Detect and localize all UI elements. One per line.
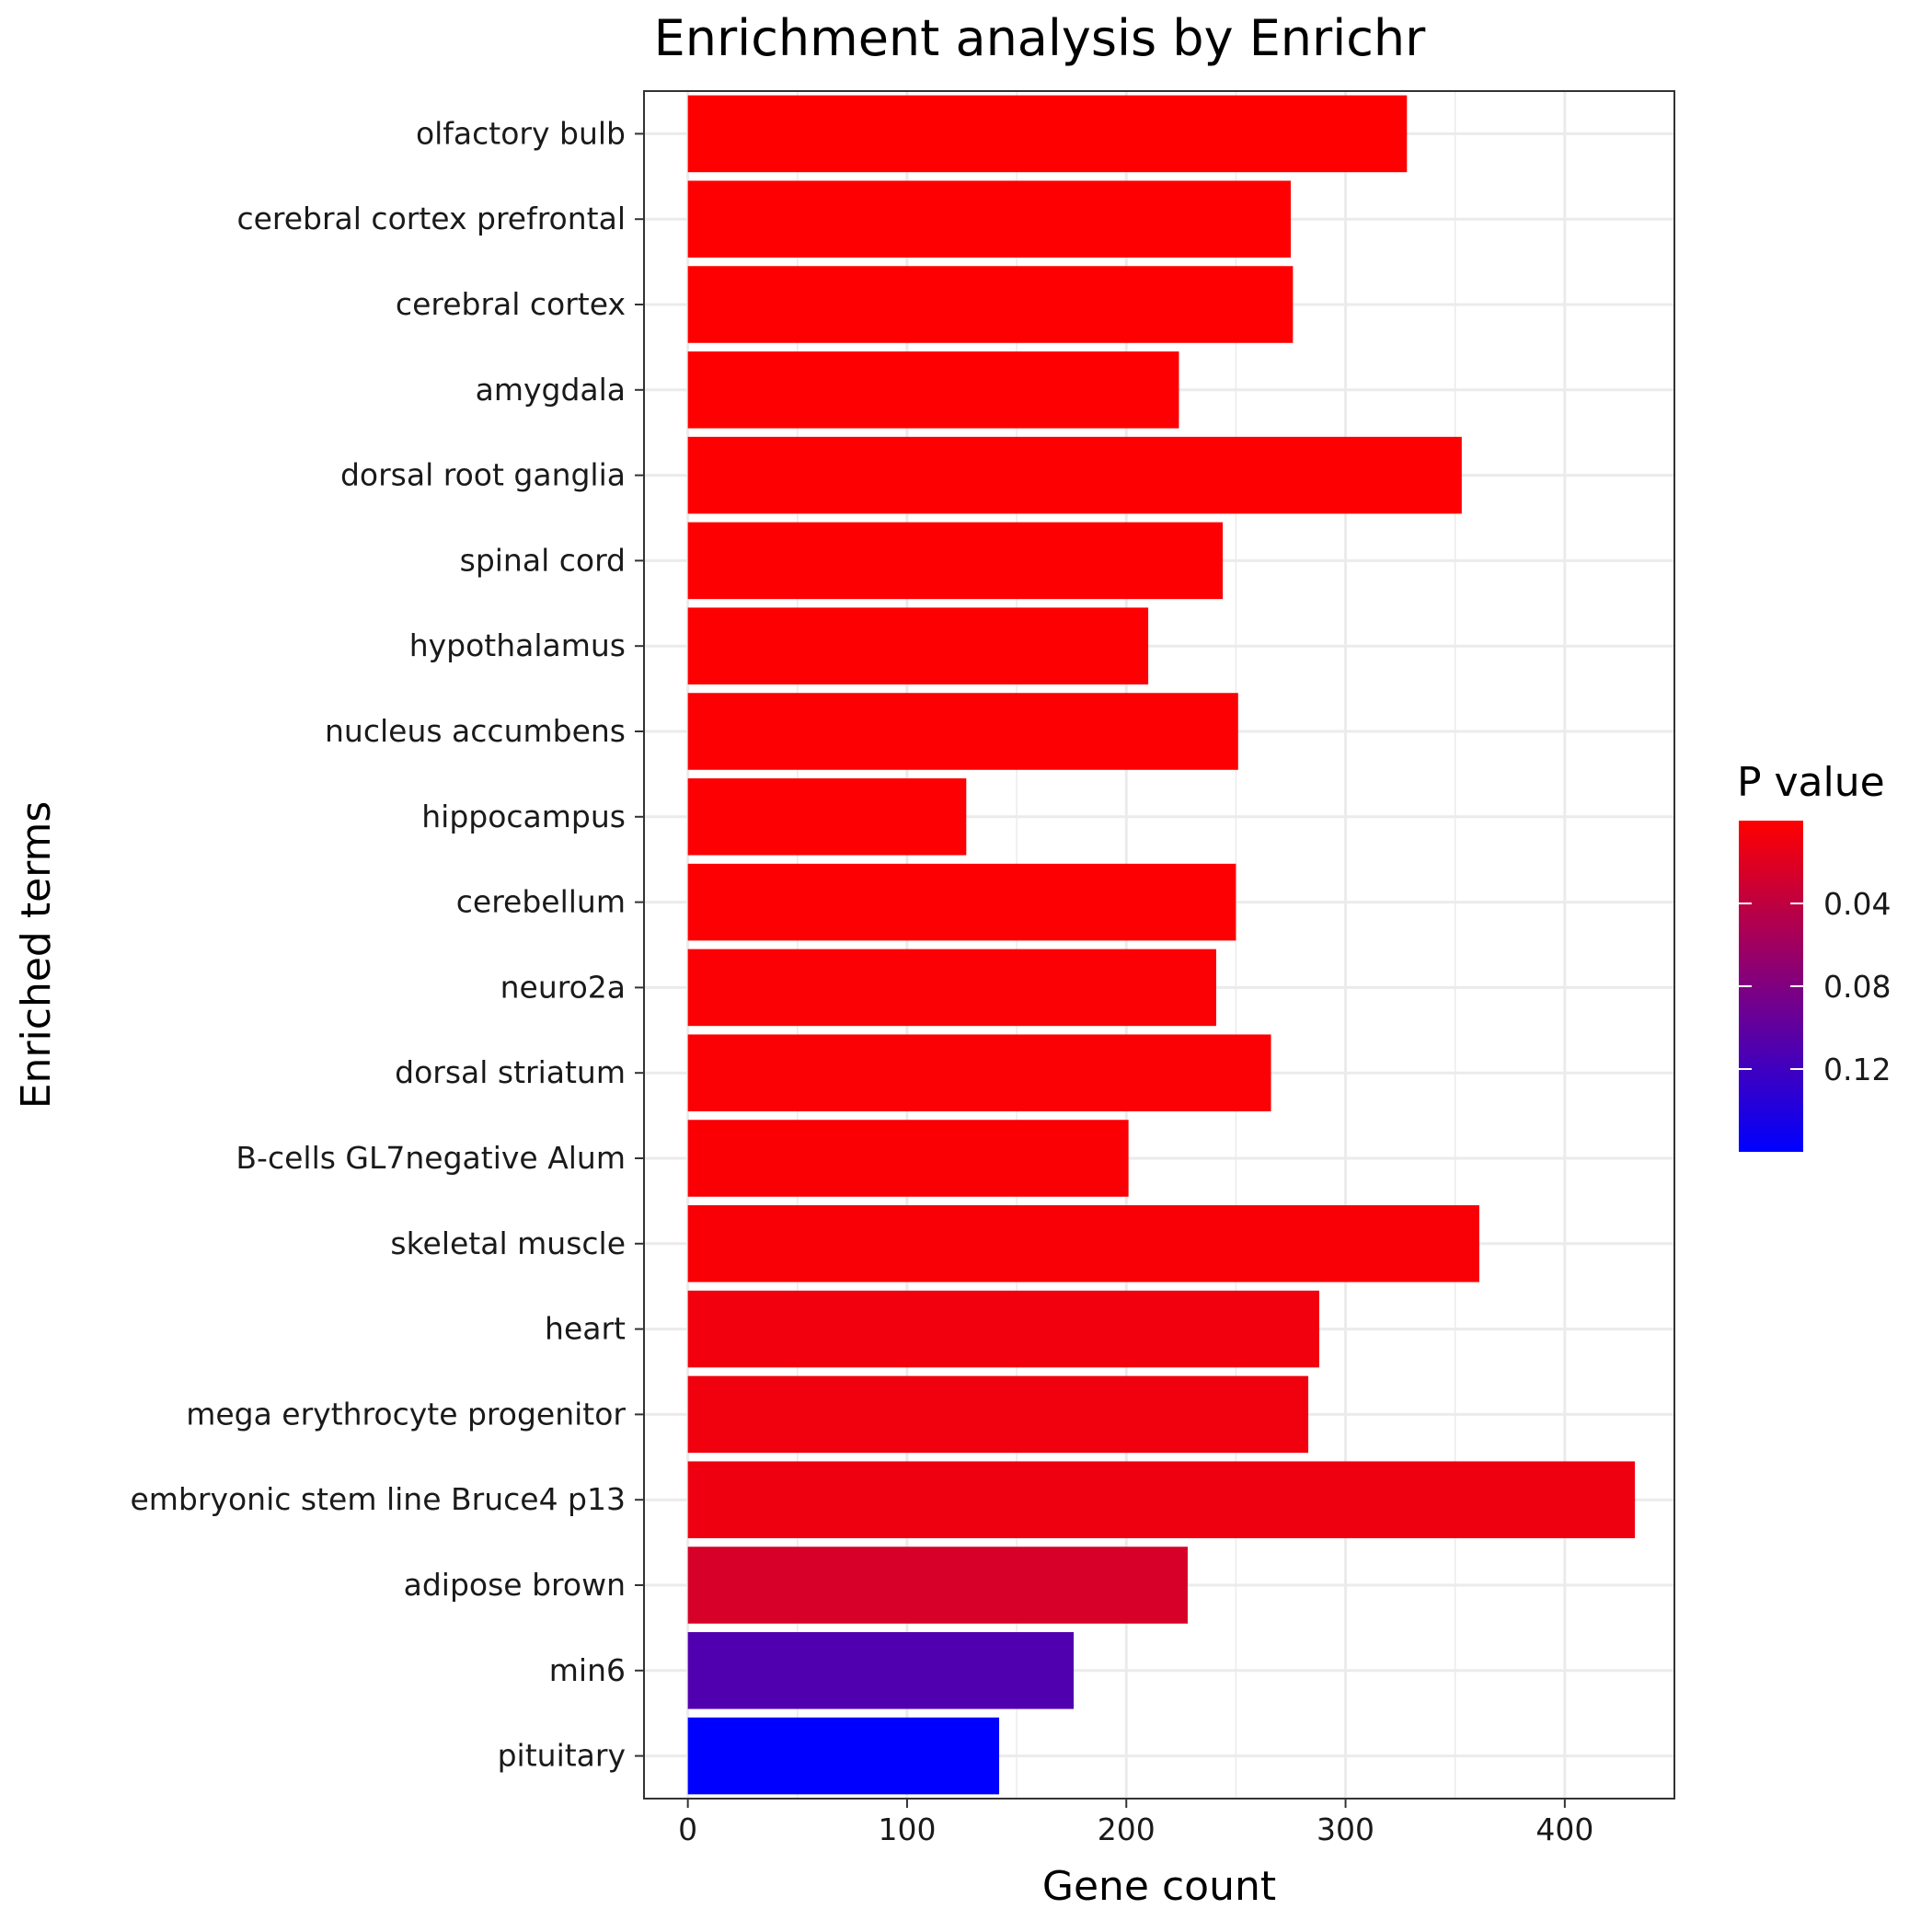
bar [687, 1290, 1319, 1368]
y-tick-label: spinal cord [460, 542, 626, 578]
bars [687, 95, 1636, 1795]
bar [687, 1375, 1309, 1454]
y-tick-label: B-cells GL7negative Alum [236, 1140, 626, 1176]
x-axis: 0 100 200 300 400 [678, 1799, 1593, 1847]
y-tick-label: mega erythrocyte progenitor [186, 1396, 626, 1432]
bar [687, 436, 1462, 514]
legend-tick-label: 0.08 [1823, 969, 1891, 1005]
y-axis: olfactory bulb cerebral cortex prefrontal… [130, 115, 644, 1774]
bar [687, 607, 1149, 684]
x-tick-label: 300 [1317, 1811, 1374, 1847]
chart-title: Enrichment analysis by Enrichr [654, 9, 1427, 67]
bar [687, 778, 967, 856]
y-tick-label: dorsal root ganglia [340, 457, 626, 493]
color-legend: P value 0.04 0.08 0.12 [1737, 759, 1891, 1152]
y-tick-label: hippocampus [421, 799, 626, 834]
y-tick-label: nucleus accumbens [325, 713, 626, 749]
y-tick-label: cerebral cortex [396, 286, 626, 322]
y-tick-label: adipose brown [404, 1567, 626, 1603]
y-tick-label: olfactory bulb [416, 115, 626, 151]
plot-border [643, 90, 1675, 1800]
legend-tick-label: 0.12 [1823, 1052, 1891, 1087]
y-axis-title: Enriched terms [13, 801, 60, 1110]
x-tick-label: 200 [1098, 1811, 1156, 1847]
bar [687, 522, 1224, 600]
y-tick-label: pituitary [498, 1738, 626, 1774]
bar [687, 1205, 1479, 1282]
y-tick-label: cerebral cortex prefrontal [236, 201, 626, 236]
bar [687, 351, 1179, 429]
y-tick-label: cerebellum [456, 884, 626, 920]
x-tick-label: 400 [1535, 1811, 1593, 1847]
plot-panel [643, 90, 1675, 1800]
bar [687, 693, 1238, 770]
bar [687, 180, 1291, 258]
y-tick-label: dorsal striatum [395, 1054, 626, 1090]
bar [687, 95, 1408, 173]
bar [687, 1547, 1188, 1624]
y-tick-label: amygdala [476, 372, 626, 408]
x-tick-label: 100 [878, 1811, 936, 1847]
x-axis-title: Gene count [1042, 1863, 1276, 1910]
bar [687, 1461, 1636, 1538]
y-tick-label: neuro2a [500, 969, 626, 1005]
legend-ticks: 0.04 0.08 0.12 [1739, 886, 1891, 1087]
bar [687, 863, 1236, 941]
bar [687, 1717, 1000, 1795]
bar [687, 1632, 1075, 1709]
x-tick-label: 0 [678, 1811, 697, 1847]
bar [687, 1034, 1271, 1111]
y-tick-label: heart [545, 1311, 626, 1347]
y-tick-label: hypothalamus [409, 627, 626, 663]
plot-background [644, 91, 1674, 1799]
y-tick-label: min6 [549, 1652, 626, 1688]
bar [687, 1120, 1129, 1197]
bar [687, 266, 1294, 343]
bar [687, 949, 1216, 1027]
legend-tick-label: 0.04 [1823, 886, 1891, 922]
legend-title: P value [1737, 759, 1885, 806]
y-tick-label: embryonic stem line Bruce4 p13 [130, 1481, 626, 1517]
y-tick-label: skeletal muscle [390, 1225, 626, 1261]
